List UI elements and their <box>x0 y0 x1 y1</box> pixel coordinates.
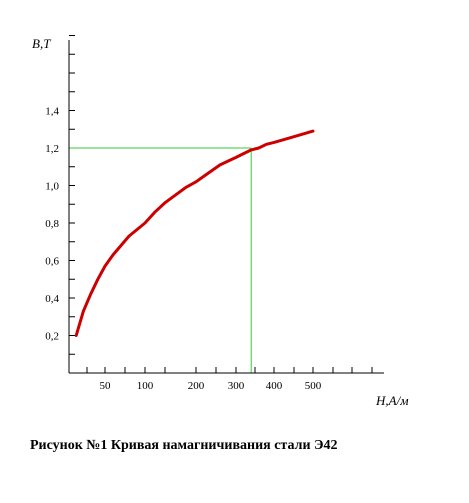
x-axis-tick-labels: 50 100 200 300 400 500 <box>100 380 322 392</box>
y-tick-label: 1,4 <box>45 106 59 118</box>
y-tick-label: 0,6 <box>45 256 59 268</box>
y-tick-label: 1,0 <box>45 181 59 193</box>
x-axis-ticks <box>86 367 373 373</box>
x-tick-label: 400 <box>266 380 283 392</box>
y-tick-label: 0,8 <box>45 218 59 230</box>
x-tick-label: 500 <box>305 380 322 392</box>
figure-caption: Рисунок №1 Кривая намагничивания стали Э… <box>30 438 338 453</box>
y-tick-label: 0,2 <box>45 331 59 343</box>
y-tick-label: 0,4 <box>45 293 59 305</box>
x-tick-label: 200 <box>188 380 205 392</box>
x-tick-label: 300 <box>228 380 245 392</box>
y-axis-tick-labels: 0,2 0,4 0,6 0,8 1,0 1,2 1,4 <box>45 106 59 343</box>
series-group <box>74 129 315 337</box>
y-tick-label: 1,2 <box>45 143 59 155</box>
x-tick-label: 100 <box>137 380 154 392</box>
x-axis-title: H,A/м <box>375 393 409 408</box>
x-tick-label: 50 <box>100 380 112 392</box>
magnetization-curve-line <box>74 129 315 337</box>
y-axis-ticks <box>69 35 75 355</box>
y-axis-title: B,T <box>32 36 51 51</box>
guide-lines <box>69 147 252 373</box>
